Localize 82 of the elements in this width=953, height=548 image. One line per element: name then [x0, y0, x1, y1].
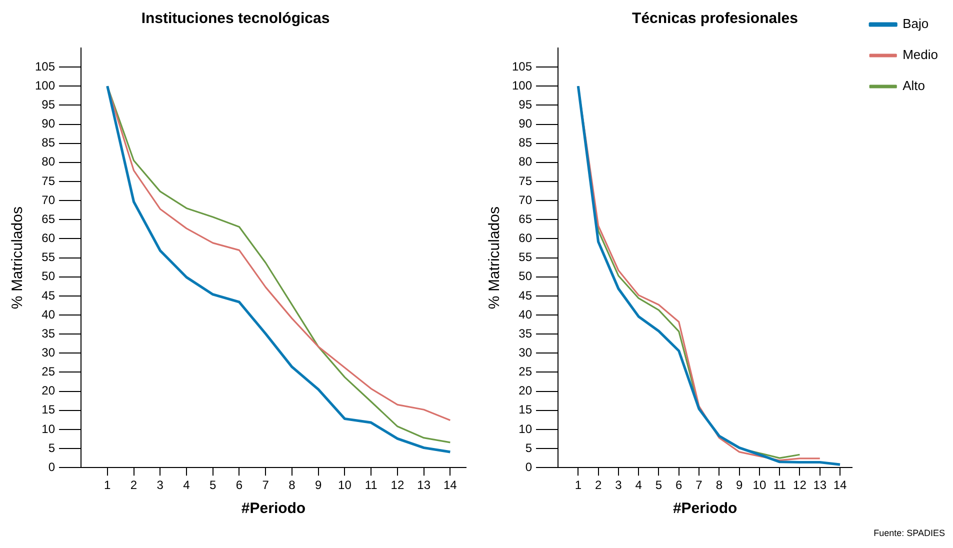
y-tick-label: 25: [42, 364, 56, 379]
y-tick-label: 65: [518, 212, 532, 226]
x-tick-label: 10: [338, 478, 352, 492]
y-tick-label: 65: [42, 212, 56, 226]
legend-label: Bajo: [902, 16, 929, 32]
x-tick-label: 12: [793, 478, 807, 492]
chart-title: Instituciones tecnológicas: [141, 10, 330, 28]
legend-label: Alto: [902, 78, 925, 94]
x-tick-label: 4: [635, 478, 642, 492]
y-tick-label: 80: [518, 154, 532, 169]
x-tick-label: 12: [390, 478, 404, 492]
y-tick-label: 100: [512, 78, 532, 92]
y-tick-label: 85: [42, 136, 56, 150]
x-tick-label: 7: [696, 478, 703, 492]
y-tick-label: 5: [48, 440, 56, 455]
y-tick-label: 105: [512, 59, 532, 74]
x-tick-label: 8: [716, 478, 723, 492]
source-note: Fuente: SPADIES: [874, 528, 945, 538]
y-tick-label: 70: [42, 192, 56, 207]
x-tick-label: 1: [574, 478, 582, 492]
y-tick-label: 75: [518, 174, 532, 188]
y-tick-label: 35: [42, 326, 56, 340]
y-tick-label: 55: [42, 250, 56, 264]
x-tick-label: 5: [655, 478, 662, 492]
y-tick-label: 75: [42, 174, 56, 188]
x-tick-label: 2: [594, 478, 602, 492]
y-tick-label: 20: [518, 384, 532, 398]
x-tick-label: 9: [736, 478, 743, 492]
x-tick-label: 13: [813, 478, 827, 492]
x-tick-label: 8: [288, 478, 296, 492]
x-tick-label: 1: [104, 478, 112, 492]
y-tick-label: 5: [525, 440, 532, 455]
y-tick-label: 40: [518, 307, 532, 322]
x-tick-label: 7: [262, 478, 270, 492]
chart-title: Técnicas profesionales: [632, 10, 798, 28]
x-tick-label: 14: [444, 478, 458, 492]
y-tick-label: 70: [518, 192, 532, 207]
x-tick-label: 4: [183, 478, 190, 492]
y-tick-label: 55: [518, 250, 532, 264]
y-tick-label: 15: [518, 402, 532, 417]
x-axis-title: #Periodo: [241, 500, 306, 518]
x-tick-label: 6: [236, 478, 243, 492]
y-tick-label: 35: [518, 326, 532, 340]
y-tick-label: 45: [42, 288, 56, 302]
y-tick-label: 105: [34, 59, 56, 74]
y-tick-label: 15: [42, 402, 56, 417]
x-tick-label: 5: [210, 478, 217, 492]
legend-label: Medio: [902, 47, 938, 62]
y-tick-label: 100: [34, 78, 56, 92]
y-tick-label: 85: [518, 136, 532, 150]
y-tick-label: 0: [525, 460, 532, 474]
x-tick-label: 9: [314, 478, 322, 492]
y-tick-label: 40: [42, 307, 56, 322]
y-tick-label: 30: [42, 345, 56, 360]
y-tick-label: 60: [518, 231, 532, 246]
y-axis-title: % Matriculados: [486, 206, 504, 310]
x-tick-label: 3: [156, 478, 164, 492]
y-axis-title: % Matriculados: [9, 206, 26, 310]
y-tick-label: 80: [42, 154, 56, 169]
x-tick-label: 10: [752, 478, 766, 492]
x-tick-label: 13: [417, 478, 431, 492]
x-tick-label: 3: [615, 478, 622, 492]
x-tick-label: 14: [833, 478, 847, 492]
y-tick-label: 95: [42, 98, 56, 112]
x-tick-label: 2: [130, 478, 138, 492]
x-tick-label: 6: [676, 478, 683, 492]
y-tick-label: 50: [42, 269, 56, 284]
y-tick-label: 95: [518, 98, 532, 112]
y-tick-label: 90: [42, 116, 56, 131]
y-tick-label: 10: [42, 422, 56, 436]
x-tick-label: 11: [773, 478, 786, 492]
y-tick-label: 45: [518, 288, 532, 302]
y-tick-label: 90: [518, 116, 532, 131]
y-tick-label: 10: [518, 422, 532, 436]
y-tick-label: 25: [518, 364, 532, 379]
x-axis-title: #Periodo: [672, 500, 738, 518]
y-tick-label: 20: [42, 384, 56, 398]
x-tick-label: 11: [364, 478, 378, 492]
y-tick-label: 60: [42, 231, 56, 246]
y-tick-label: 30: [518, 345, 532, 360]
y-tick-label: 50: [518, 269, 532, 284]
y-tick-label: 0: [48, 460, 56, 474]
